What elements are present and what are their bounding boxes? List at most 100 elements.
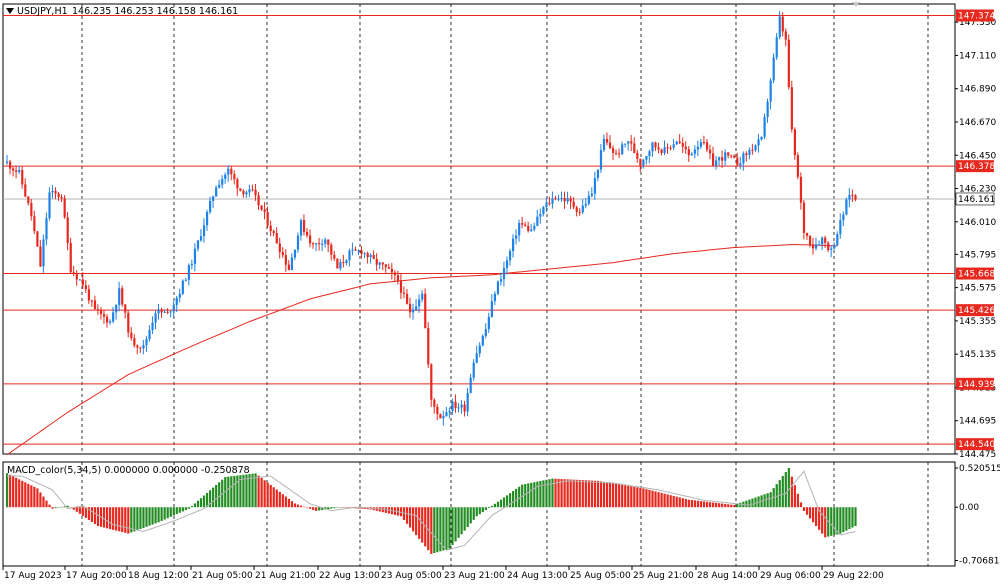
macd-bar <box>811 507 815 523</box>
macd-bar <box>778 480 781 508</box>
macd-bar <box>433 507 436 554</box>
candle <box>357 249 360 256</box>
macd-bar <box>269 484 272 508</box>
candle-body <box>436 406 439 415</box>
macd-bar <box>136 507 139 531</box>
candle <box>84 280 87 293</box>
macd-bar <box>739 502 742 508</box>
candle-body <box>460 404 463 408</box>
candle-body <box>415 306 418 310</box>
candle-body <box>527 225 530 232</box>
candle <box>463 400 466 417</box>
candle-body <box>181 280 184 294</box>
time-tick-label: 24 Aug 13:00 <box>507 571 568 581</box>
candle <box>584 197 587 209</box>
candle <box>799 172 803 210</box>
macd-bar <box>415 507 418 536</box>
candle <box>739 156 742 170</box>
macd-bar <box>36 488 39 508</box>
macd-bar <box>305 507 309 508</box>
candle <box>196 240 200 252</box>
candle-body <box>215 187 218 197</box>
candle <box>575 205 578 217</box>
level-badge <box>956 160 994 173</box>
candle <box>687 146 690 162</box>
candle-body <box>442 416 445 419</box>
candle <box>402 286 406 299</box>
candle <box>433 398 436 414</box>
candle-body <box>715 160 718 166</box>
candle <box>481 334 484 347</box>
candle <box>184 277 187 282</box>
candle <box>121 285 124 307</box>
candle <box>660 148 663 156</box>
candle-body <box>184 279 187 281</box>
candle <box>109 319 112 325</box>
candle-body <box>618 153 621 155</box>
macd-bar <box>163 507 166 520</box>
ma-line <box>6 243 838 456</box>
candle-body <box>718 157 721 161</box>
candle-body <box>193 248 197 265</box>
candle-body <box>705 142 709 150</box>
candle <box>515 229 518 245</box>
candle-body <box>478 345 481 354</box>
macd-bar <box>18 479 21 508</box>
macd-bar <box>587 480 590 508</box>
candle <box>745 151 748 162</box>
time-tick-label: 25 Aug 21:00 <box>633 571 694 581</box>
macd-bar <box>30 485 33 508</box>
macd-bar <box>690 500 693 508</box>
macd-bar <box>708 502 712 508</box>
candle <box>254 183 257 201</box>
macd-bar <box>845 507 848 531</box>
macd-bar <box>687 499 690 508</box>
macd-bar <box>569 479 572 508</box>
candle <box>172 301 175 318</box>
candle <box>639 158 642 172</box>
candle <box>696 140 700 157</box>
candle-body <box>24 184 27 197</box>
candle-body <box>266 212 269 226</box>
candle-body <box>605 138 609 143</box>
candle <box>766 98 769 123</box>
macd-bar <box>484 507 487 511</box>
candle-body <box>408 303 412 313</box>
scroll-marker-icon[interactable] <box>852 2 860 7</box>
candle <box>542 205 545 217</box>
candle-body <box>757 139 760 146</box>
macd-bar <box>657 492 660 508</box>
candle <box>151 316 154 335</box>
candle <box>590 187 593 198</box>
candle <box>130 327 133 341</box>
ohlc-values: 146.235 146.253 146.158 146.161 <box>72 6 238 17</box>
candle <box>851 189 854 203</box>
price-tick-label: 146.670 <box>959 118 996 128</box>
macd-bar <box>754 497 757 508</box>
price-tick-label: 147.330 <box>959 18 996 28</box>
candle <box>30 198 33 221</box>
macd-bar <box>808 507 812 519</box>
candle-body <box>369 255 372 258</box>
collapse-triangle-icon[interactable] <box>6 8 14 14</box>
candle <box>518 219 521 242</box>
candle-body <box>593 178 597 194</box>
candle <box>21 166 24 189</box>
candle <box>336 258 339 269</box>
level-badge-label: 144.540 <box>958 440 995 450</box>
price-tick-label: 144.695 <box>959 417 996 427</box>
candle-body <box>402 292 406 294</box>
candle-body <box>469 377 472 393</box>
candle-body <box>508 250 512 261</box>
candle-body <box>130 332 133 339</box>
candle-body <box>202 225 206 237</box>
candle <box>139 346 142 353</box>
macd-bar <box>660 492 663 508</box>
candle <box>569 195 572 209</box>
candle <box>836 231 839 247</box>
candle <box>302 214 306 236</box>
macd-bar <box>9 474 12 508</box>
candle-body <box>93 300 97 310</box>
